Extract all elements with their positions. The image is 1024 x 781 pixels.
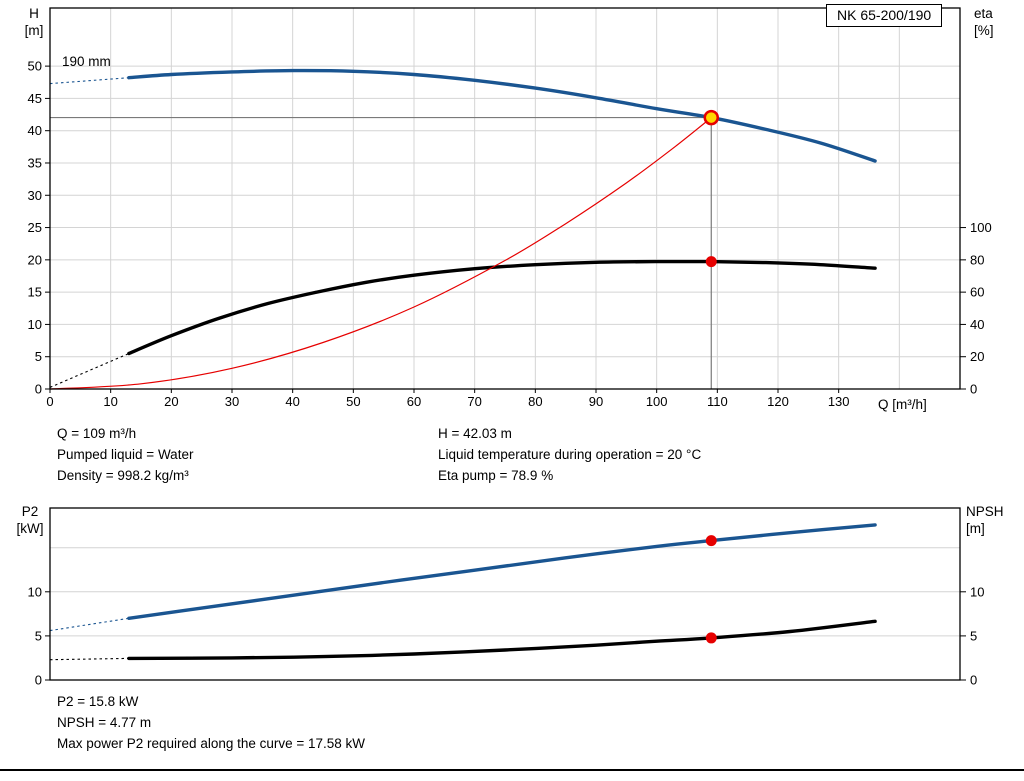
y-right-tick-label: 10: [970, 584, 984, 599]
y-left-tick-label: 25: [28, 220, 42, 235]
x-tick-label: 40: [285, 394, 299, 409]
duty-info-left: Q = 109 m³/h Pumped liquid = Water Densi…: [57, 423, 193, 486]
flow-value-line: Q = 109 m³/h: [57, 426, 137, 441]
chart-frame: [49, 7, 961, 390]
duty-point[interactable]: [703, 109, 720, 126]
y-left-tick-label: 5: [35, 349, 42, 364]
y-right-tick-label: 40: [970, 317, 984, 332]
pump-model-badge: NK 65-200/190: [826, 4, 943, 27]
x-tick-label: 80: [528, 394, 542, 409]
efficiency-curve: [127, 259, 877, 356]
x-tick-label: 100: [646, 394, 668, 409]
p2-axis-label: P2 [kW]: [16, 504, 44, 536]
x-tick-label: 130: [828, 394, 850, 409]
y-right-tick-label: 80: [970, 252, 984, 267]
y-left-tick-label: 0: [35, 673, 42, 688]
impeller-diameter-label: 190 mm: [62, 54, 111, 69]
flow-axis-label: Q [m³/h]: [878, 397, 927, 412]
y-left-tick-label: 5: [35, 628, 42, 643]
duty-info-right: H = 42.03 m Liquid temperature during op…: [438, 423, 701, 486]
y-left-tick-label: 35: [28, 155, 42, 170]
y-right-tick-label: 0: [970, 673, 977, 688]
y-right-tick-label: 60: [970, 285, 984, 300]
p2-value-line: P2 = 15.8 kW: [57, 694, 139, 709]
head-curve: [127, 68, 877, 163]
y-right-tick-label: 20: [970, 349, 984, 364]
max-power-line: Max power P2 required along the curve = …: [57, 736, 366, 751]
density-line: Density = 998.2 kg/m³: [57, 468, 189, 483]
y-left-tick-label: 10: [28, 317, 42, 332]
eta-pump-line: Eta pump = 78.9 %: [438, 468, 554, 483]
y-left-tick-label: 40: [28, 123, 42, 138]
p2-curve-dashed-lead: [49, 617, 129, 632]
head-curve-dashed-lead: [49, 77, 129, 85]
y-right-tick-label: 0: [970, 382, 977, 397]
y-left-tick-label: 30: [28, 188, 42, 203]
y-left-tick-label: 15: [28, 285, 42, 300]
efficiency-curve-dashed-lead: [49, 352, 130, 388]
chart-frame: [49, 507, 961, 681]
eta-point: [705, 256, 717, 268]
x-tick-label: 70: [467, 394, 481, 409]
x-tick-label: 120: [767, 394, 789, 409]
x-tick-label: 110: [707, 394, 728, 409]
x-tick-label: 10: [103, 394, 117, 409]
x-tick-label: 0: [46, 394, 53, 409]
y-left-tick-label: 50: [28, 59, 42, 74]
x-tick-label: 20: [164, 394, 178, 409]
x-tick-label: 60: [407, 394, 421, 409]
head-value-line: H = 42.03 m: [438, 426, 512, 441]
y-right-tick-label: 5: [970, 628, 977, 643]
p2-point: [705, 535, 717, 547]
y-right-tick-label: 100: [970, 220, 992, 235]
x-tick-label: 50: [346, 394, 360, 409]
npsh-point: [705, 632, 717, 644]
pumped-liquid-line: Pumped liquid = Water: [57, 447, 194, 462]
eta-axis-label: eta [%]: [974, 6, 994, 38]
npsh-value-line: NPSH = 4.77 m: [57, 715, 152, 730]
bottom-divider: [0, 769, 1024, 771]
x-tick-label: 30: [225, 394, 239, 409]
p2-curve: [127, 523, 877, 620]
power-info: P2 = 15.8 kW NPSH = 4.77 m Max power P2 …: [57, 691, 365, 754]
npsh-axis-label: NPSH [m]: [966, 504, 1004, 536]
x-tick-label: 90: [589, 394, 603, 409]
npsh-curve: [127, 619, 877, 661]
y-left-tick-label: 10: [28, 584, 42, 599]
liquid-temp-line: Liquid temperature during operation = 20…: [438, 447, 702, 462]
y-left-tick-label: 20: [28, 252, 42, 267]
y-left-tick-label: 45: [28, 91, 42, 106]
y-left-tick-label: 0: [35, 382, 42, 397]
system-curve: [49, 117, 712, 390]
head-axis-label: H [m]: [24, 6, 44, 38]
npsh-curve-dashed-lead: [49, 657, 129, 661]
